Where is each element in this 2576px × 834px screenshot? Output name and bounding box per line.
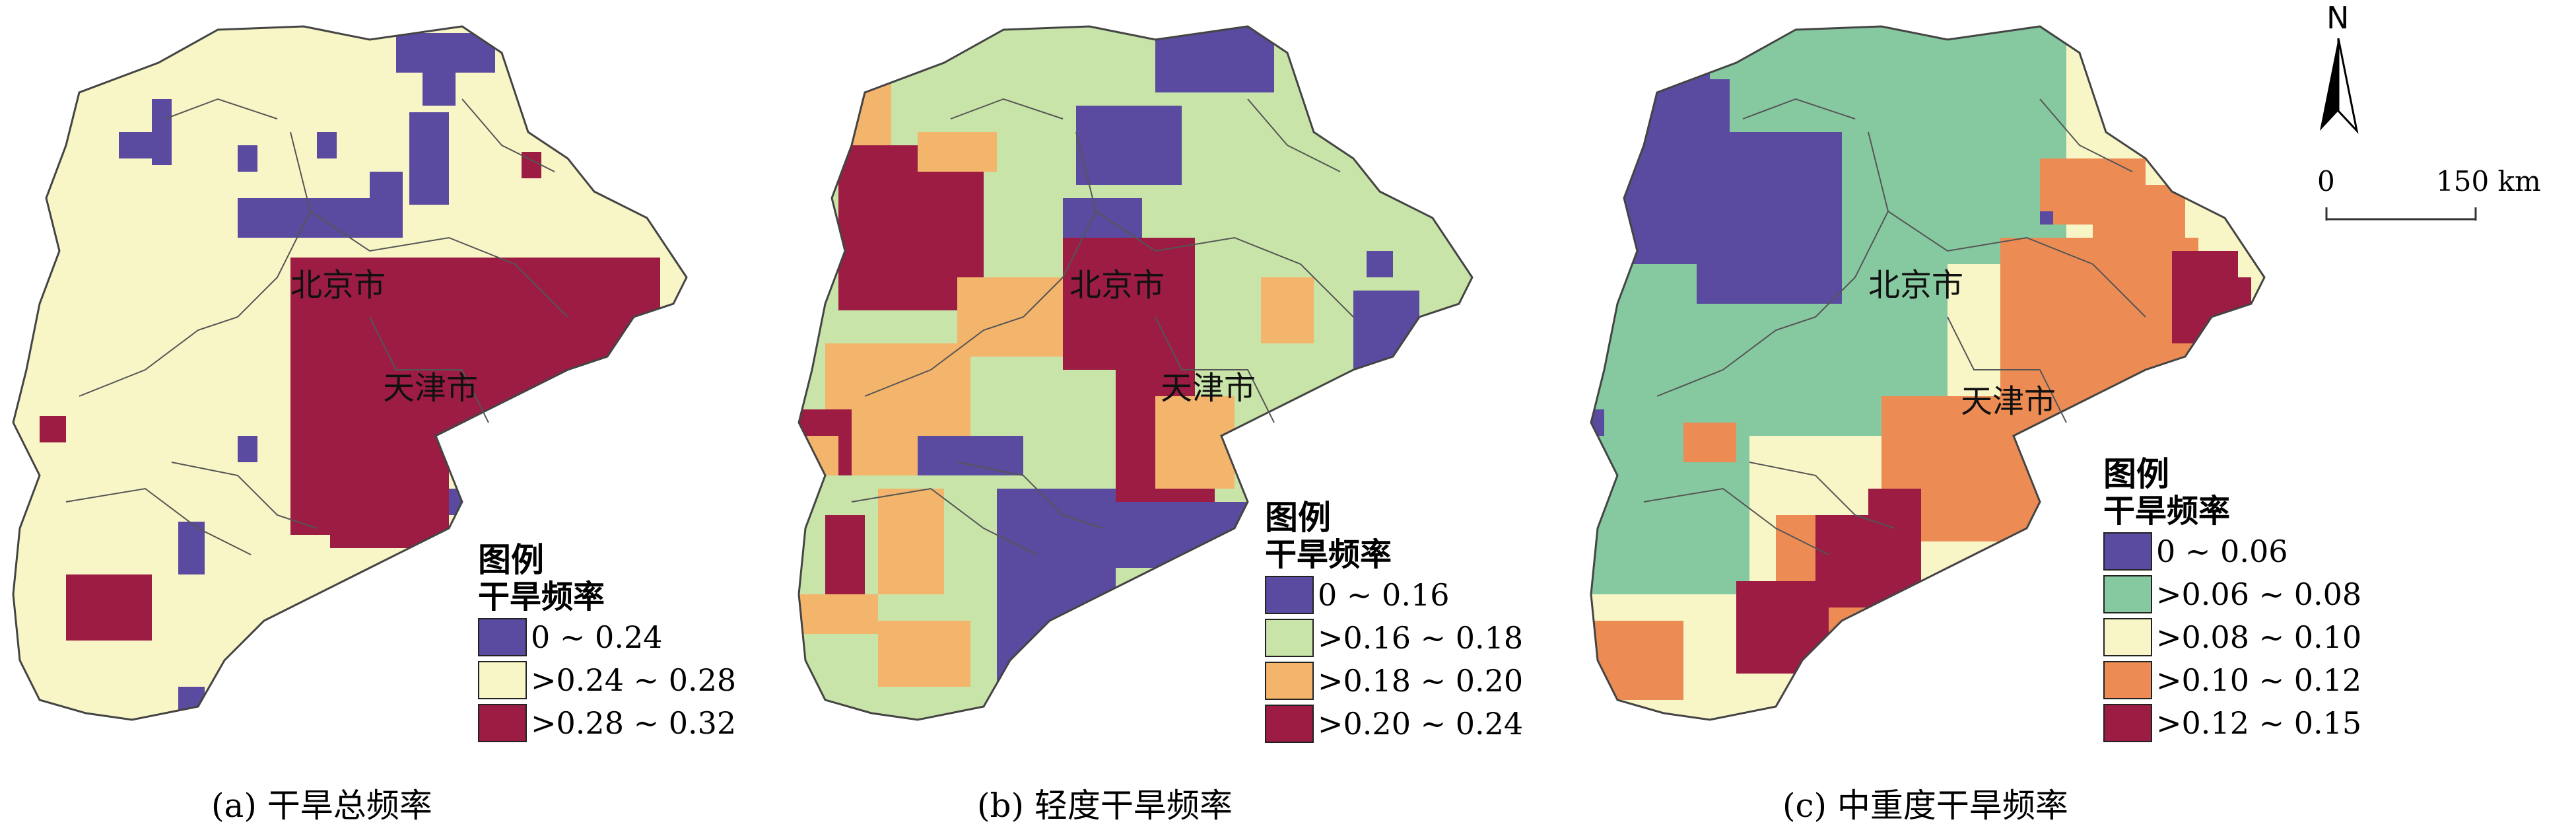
scale-distance-label: 150 km [2436, 165, 2541, 197]
legend-item: 0 ~ 0.06 [2103, 530, 2361, 573]
map-mild-drought-frequency [797, 25, 1474, 721]
caption-total: (a) 干旱总频率 [211, 786, 432, 825]
legend-item: >0.06 ~ 0.08 [2103, 573, 2361, 615]
legend-item: 0 ~ 0.24 [478, 615, 736, 658]
legend-swatch [2103, 660, 2152, 699]
legend-label: >0.10 ~ 0.12 [2156, 662, 2362, 698]
map-total-drought-frequency [12, 25, 688, 721]
legend-subtitle: 干旱频率 [2103, 493, 2231, 530]
legend-label: >0.08 ~ 0.10 [2156, 619, 2362, 655]
map-moderate-severe-drought-frequency [1590, 25, 2266, 721]
city-label-tianjin: 天津市 [383, 370, 479, 407]
north-label: N [2326, 0, 2350, 36]
legend-label: >0.16 ~ 0.18 [1318, 619, 1524, 656]
city-label-beijing: 北京市 [1868, 267, 1964, 304]
map-panel-moderate-severe: 北京市 天津市 图例 干旱频率 0 ~ 0.06 >0.06 ~ 0.08 >0… [1578, 0, 2361, 834]
north-arrow-icon [2320, 38, 2359, 134]
legend-swatch [1265, 661, 1314, 700]
map-panel-mild: 北京市 天津市 图例 干旱频率 0 ~ 0.16 >0.16 ~ 0.18 >0… [786, 0, 1578, 834]
legend-swatch [478, 617, 527, 656]
legend-label: >0.18 ~ 0.20 [1318, 662, 1524, 699]
legend-moderate-severe: 图例 干旱频率 0 ~ 0.06 >0.06 ~ 0.08 >0.08 ~ 0.… [2103, 456, 2361, 744]
caption-mild: (b) 轻度干旱频率 [977, 786, 1233, 825]
legend-swatch [478, 660, 527, 699]
legend-swatch [1265, 575, 1314, 614]
legend-label: >0.12 ~ 0.15 [2156, 705, 2362, 741]
city-label-tianjin: 天津市 [1161, 370, 1256, 407]
legend-mild: 图例 干旱频率 0 ~ 0.16 >0.16 ~ 0.18 >0.18 ~ 0.… [1265, 499, 1523, 745]
legend-swatch [2103, 574, 2152, 613]
legend-item: >0.10 ~ 0.12 [2103, 658, 2361, 701]
legend-item: >0.24 ~ 0.28 [478, 658, 736, 701]
legend-item: >0.12 ~ 0.15 [2103, 701, 2361, 744]
legend-title: 图例 [1265, 499, 1331, 537]
legend-item: >0.18 ~ 0.20 [1265, 659, 1523, 702]
city-label-tianjin: 天津市 [1961, 383, 2056, 420]
legend-subtitle: 干旱频率 [478, 578, 605, 615]
legend-total: 图例 干旱频率 0 ~ 0.24 >0.24 ~ 0.28 >0.28 ~ 0.… [478, 541, 736, 744]
legend-title: 图例 [2103, 455, 2169, 493]
legend-item: >0.20 ~ 0.24 [1265, 702, 1523, 745]
north-arrow: N [2297, 0, 2403, 137]
legend-swatch [1265, 704, 1314, 743]
legend-swatch [2103, 617, 2152, 656]
scale-bar-line [2325, 207, 2477, 221]
legend-swatch [478, 703, 527, 742]
city-label-beijing: 北京市 [1069, 267, 1165, 304]
legend-swatch [2103, 532, 2152, 571]
legend-item: >0.16 ~ 0.18 [1265, 616, 1523, 659]
legend-label: 0 ~ 0.16 [1318, 576, 1450, 613]
legend-label: >0.24 ~ 0.28 [531, 662, 737, 698]
legend-item: 0 ~ 0.16 [1265, 573, 1523, 616]
legend-item: >0.08 ~ 0.10 [2103, 615, 2361, 658]
scale-zero-label: 0 [2317, 165, 2335, 197]
legend-swatch [1265, 618, 1314, 657]
scale-bar: 0 150 km [2317, 165, 2568, 238]
legend-title: 图例 [478, 541, 544, 579]
caption-moderate-severe: (c) 中重度干旱频率 [1782, 786, 2068, 825]
legend-label: 0 ~ 0.24 [531, 619, 663, 655]
city-label-beijing: 北京市 [290, 267, 386, 304]
map-panel-total: 北京市 天津市 图例 干旱频率 0 ~ 0.24 >0.24 ~ 0.28 >0… [0, 0, 792, 834]
legend-label: >0.20 ~ 0.24 [1318, 705, 1524, 742]
legend-label: >0.06 ~ 0.08 [2156, 576, 2362, 612]
legend-swatch [2103, 703, 2152, 742]
legend-label: >0.28 ~ 0.32 [531, 705, 737, 741]
legend-subtitle: 干旱频率 [1265, 536, 1392, 573]
legend-item: >0.28 ~ 0.32 [478, 701, 736, 744]
legend-label: 0 ~ 0.06 [2156, 533, 2288, 569]
